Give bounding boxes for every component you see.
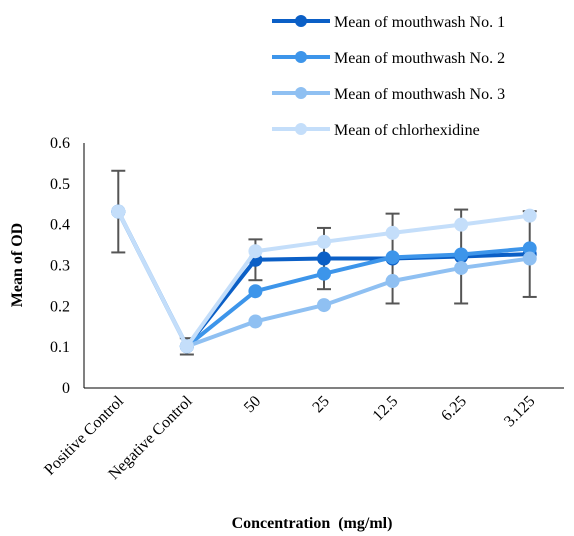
- series-1-point: [317, 251, 331, 266]
- legend-label: Mean of mouthwash No. 1: [334, 14, 505, 31]
- series-3-point: [317, 298, 331, 313]
- series-lines: [111, 204, 537, 354]
- series-3-point: [522, 251, 537, 266]
- series-3-point: [454, 260, 469, 275]
- series-2-point: [385, 250, 400, 265]
- x-tick-label: 25: [309, 393, 332, 416]
- series-3-point: [385, 274, 400, 289]
- series-4-point: [111, 204, 126, 219]
- series-3-point: [248, 314, 263, 329]
- series-2-point: [317, 266, 331, 281]
- legend-label: Mean of chlorhexidine: [334, 122, 480, 139]
- legend-label: Mean of mouthwash No. 3: [334, 86, 505, 103]
- series-4-point: [385, 225, 400, 240]
- series-4-point: [248, 244, 263, 259]
- legend-swatch-marker: [295, 51, 307, 63]
- y-tick-label: 0.5: [50, 176, 70, 193]
- legend: Mean of mouthwash No. 1 Mean of mouthwash…: [272, 14, 505, 139]
- y-tick-label: 0.1: [50, 339, 70, 356]
- series-4-point: [454, 217, 469, 232]
- y-tick-label: 0.3: [50, 258, 70, 275]
- y-tick-label: 0.6: [50, 135, 70, 152]
- x-tick-label: 3.125: [501, 393, 538, 430]
- legend-swatch-marker: [295, 123, 307, 135]
- series-4-point: [317, 234, 331, 249]
- y-tick-label: 0: [62, 380, 70, 397]
- legend-label: Mean of mouthwash No. 2: [334, 50, 505, 67]
- x-tick-label: 12.5: [370, 393, 402, 425]
- series-4-point: [179, 339, 194, 354]
- y-tick-labels: 0 0.1 0.2 0.3 0.4 0.5 0.6: [50, 135, 70, 397]
- series-2-point: [248, 284, 263, 299]
- legend-swatch-marker: [295, 87, 307, 99]
- series-2-point: [522, 241, 537, 256]
- y-tick-label: 0.4: [50, 217, 70, 234]
- x-axis-title: Concentration (mg/ml): [232, 515, 393, 532]
- legend-swatch-marker: [295, 15, 307, 27]
- series-2-point: [454, 247, 469, 262]
- series-4-point: [522, 208, 537, 223]
- x-tick-label: 6.25: [438, 393, 470, 425]
- y-axis-title: Mean of OD: [9, 223, 26, 307]
- axes: [83, 143, 564, 389]
- x-tick-label: 50: [241, 393, 264, 416]
- y-tick-label: 0.2: [50, 298, 70, 315]
